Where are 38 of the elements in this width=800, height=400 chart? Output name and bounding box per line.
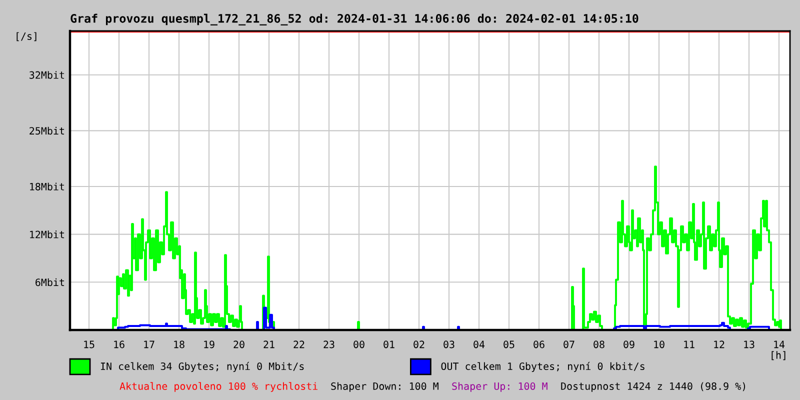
x-tick-label: 15 xyxy=(84,340,94,348)
x-tick-label: 06 xyxy=(534,340,544,348)
y-tick-label: 32Mbit xyxy=(30,71,64,79)
text: Aktualne povoleno 100 % rychlosti xyxy=(120,382,318,392)
x-tick-label: 01 xyxy=(384,340,394,348)
x-tick-label: 16 xyxy=(114,340,124,348)
x-tick-label: 14 xyxy=(774,340,785,348)
x-tick-label: 19 xyxy=(204,340,214,348)
y-axis-title: [/s] xyxy=(16,32,36,42)
x-tick-label: 12 xyxy=(714,340,724,348)
x-tick-label: 21 xyxy=(264,340,274,348)
x-tick-label: 11 xyxy=(684,340,694,348)
chart-title: Graf provozu quesmpl_172_21_86_52 od: 2024-01-31 14:06:06 do: 2024-02-01 14:05:10 xyxy=(70,14,638,26)
text: Shaper Up: 100 M xyxy=(452,382,548,392)
y-tick-label: 25Mbit xyxy=(30,126,64,135)
x-tick-label: 04 xyxy=(474,340,485,348)
x-tick-label: 00 xyxy=(354,340,364,348)
y-tick-label: 12Mbit xyxy=(30,230,64,238)
x-tick-label: 07 xyxy=(564,340,574,348)
legend-label: IN celkem 34 Gbytes; nyní 0 Mbit/s xyxy=(100,362,304,372)
x-tick-label: 10 xyxy=(654,340,664,348)
x-tick-label: 09 xyxy=(624,340,634,348)
y-tick-label: 6Mbit xyxy=(36,278,64,286)
y-tick-label: 18Mbit xyxy=(30,182,64,190)
x-tick-label: 18 xyxy=(174,340,184,348)
x-tick-label: 23 xyxy=(324,340,334,348)
x-tick-label: 13 xyxy=(744,340,754,348)
text: Dostupnost 1424 z 1440 (98.9 %) xyxy=(561,382,746,392)
text: Shaper Down: 100 M xyxy=(331,382,438,392)
legend-label: OUT celkem 1 Gbytes; nyní 0 kbit/s xyxy=(441,362,644,372)
x-tick-label: 08 xyxy=(594,340,604,348)
x-tick-label: 17 xyxy=(144,340,154,348)
x-tick-label: 20 xyxy=(234,340,244,348)
x-axis-title: [h] xyxy=(772,351,786,360)
x-tick-label: 22 xyxy=(294,340,304,348)
x-tick-label: 03 xyxy=(444,340,454,348)
x-tick-label: 02 xyxy=(414,340,424,348)
x-tick-label: 05 xyxy=(504,340,514,348)
